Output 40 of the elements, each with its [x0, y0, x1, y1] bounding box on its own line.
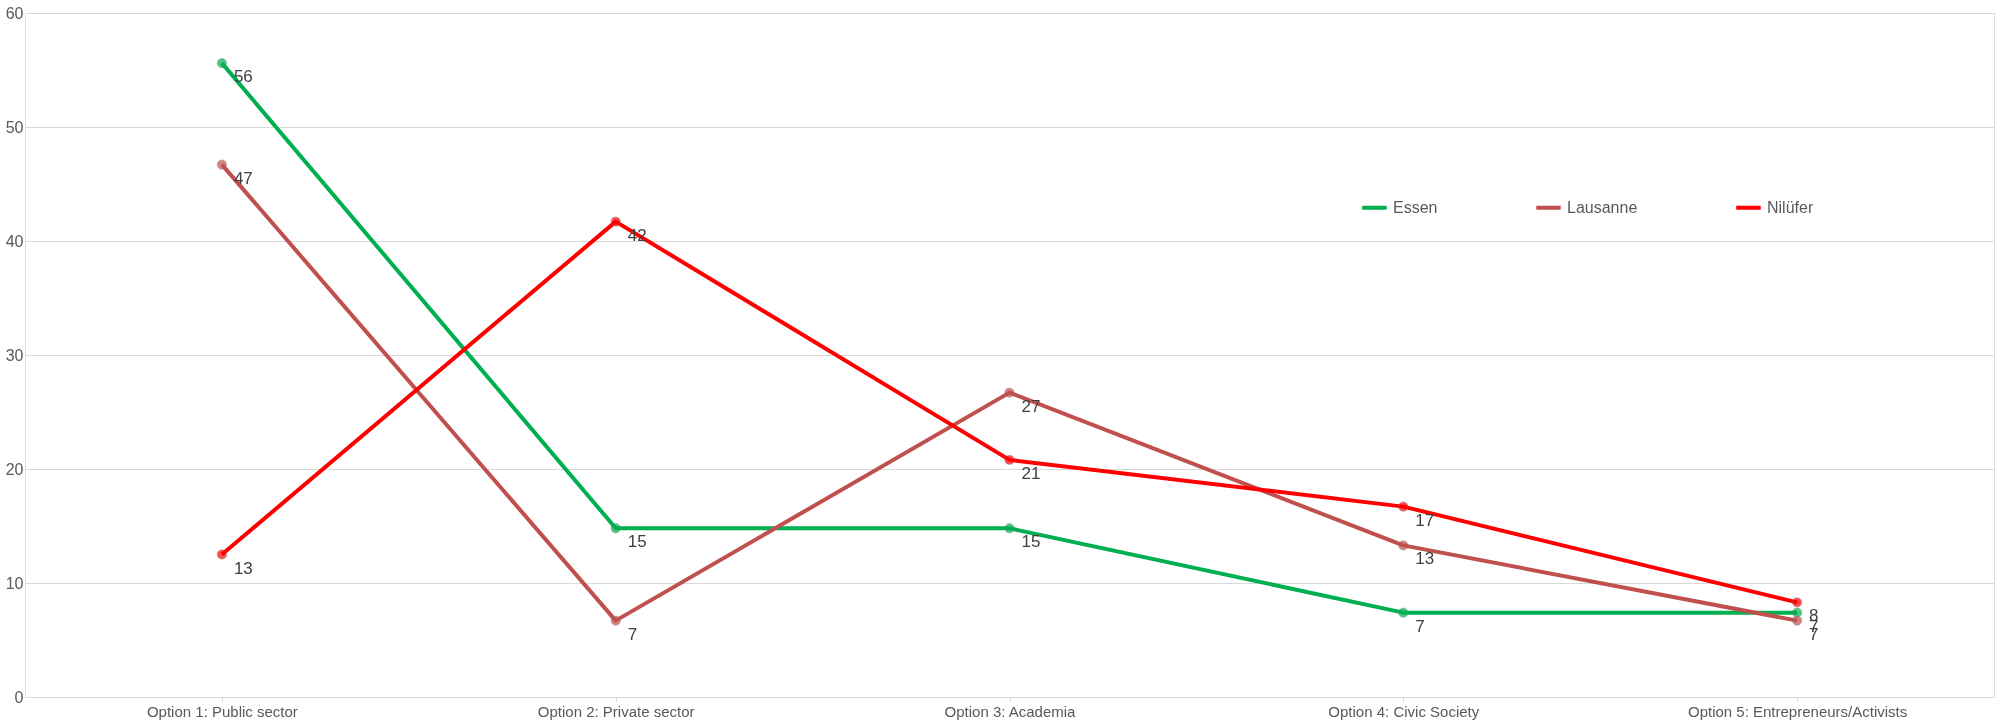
- data-label: 7: [627, 624, 638, 644]
- data-label: 15: [627, 532, 647, 552]
- point: [1792, 615, 1803, 626]
- point: [1004, 387, 1015, 398]
- point: [1398, 540, 1409, 551]
- point: [610, 216, 621, 227]
- point: [610, 615, 621, 626]
- data-label: 27: [1021, 396, 1041, 416]
- legend-label: Nilüfer: [1767, 198, 1814, 216]
- y-tick-label: 30: [5, 346, 24, 364]
- x-tick-label: Option 4: Civic Society: [1328, 702, 1480, 720]
- x-tick-label: Option 2: Private sector: [537, 702, 695, 720]
- y-tick-label: 0: [14, 688, 24, 706]
- point: [1004, 523, 1015, 534]
- data-label: 47: [233, 168, 253, 188]
- x-tick-label: Option 5: Entrepreneurs/Activists: [1687, 702, 1908, 720]
- data-label: 13: [1415, 549, 1435, 569]
- x-tick-label: Option 1: Public sector: [146, 702, 298, 720]
- point: [610, 523, 621, 534]
- y-tick-label: 60: [5, 4, 24, 22]
- data-label: 56: [233, 67, 253, 87]
- data-label: 17: [1415, 510, 1435, 530]
- point: [216, 549, 227, 560]
- data-label: 15: [1021, 532, 1041, 552]
- y-tick-label: 10: [5, 574, 24, 592]
- legend-label: Essen: [1393, 198, 1438, 216]
- point: [1004, 454, 1015, 465]
- point: [1398, 607, 1409, 618]
- x-tick-label: Option 3: Academia: [944, 702, 1077, 720]
- y-tick-label: 40: [5, 232, 24, 250]
- data-label: 13: [233, 558, 253, 578]
- point: [216, 159, 227, 170]
- data-label: 7: [1415, 616, 1425, 636]
- legend-label: Lausanne: [1567, 198, 1638, 216]
- data-label: 21: [1021, 463, 1041, 483]
- y-tick-label: 20: [5, 460, 24, 478]
- point: [1398, 501, 1409, 512]
- y-tick-label: 50: [5, 118, 24, 136]
- point: [216, 58, 227, 69]
- point: [1792, 597, 1803, 608]
